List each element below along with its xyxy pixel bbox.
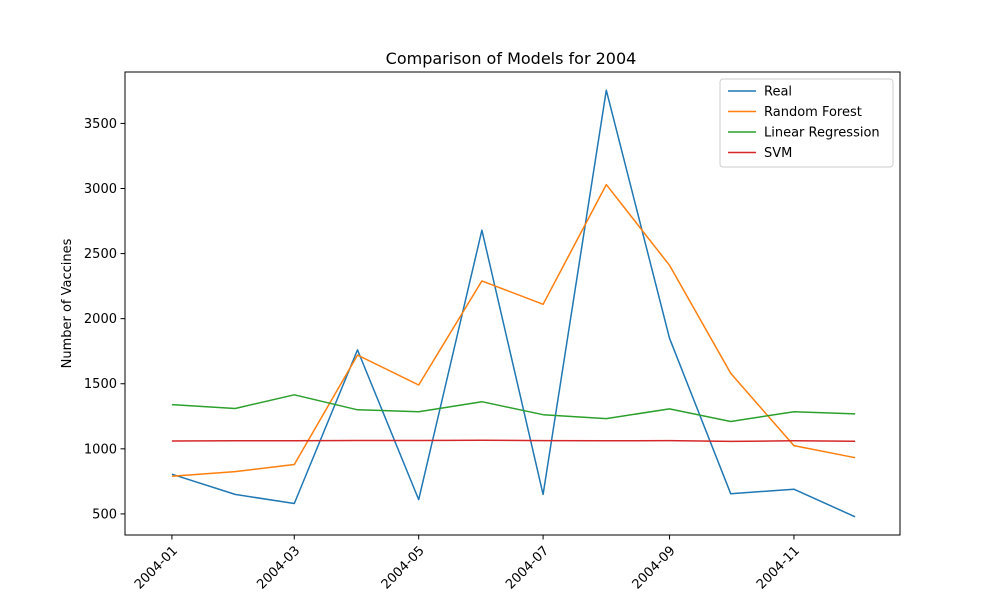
legend-label: Random Forest bbox=[764, 105, 862, 120]
y-tick-label: 2500 bbox=[84, 247, 117, 262]
y-tick-label: 1500 bbox=[84, 377, 117, 392]
legend: Real Random Forest Linear Regression SVM bbox=[719, 78, 894, 168]
series-line-linear-regression bbox=[171, 394, 856, 423]
chart-title: Comparison of Models for 2004 bbox=[386, 49, 637, 68]
y-tick-label: 3000 bbox=[84, 182, 117, 197]
legend-box bbox=[719, 78, 894, 168]
series-line-svm bbox=[171, 439, 856, 443]
series-line-real bbox=[171, 89, 856, 518]
legend-label: SVM bbox=[764, 146, 792, 161]
plot-frame bbox=[124, 71, 901, 536]
y-tick-label: 3500 bbox=[84, 117, 117, 132]
y-tick-label: 1000 bbox=[84, 442, 117, 457]
y-tick-label: 2000 bbox=[84, 312, 117, 327]
series-line-random-forest bbox=[171, 183, 856, 477]
y-tick-label: 500 bbox=[92, 507, 117, 522]
y-axis: 500 1000 1500 2000 2500 3000 3500 bbox=[84, 117, 125, 522]
legend-label: Linear Regression bbox=[764, 126, 880, 141]
plot-lines bbox=[171, 89, 856, 518]
legend-label: Real bbox=[764, 85, 792, 100]
y-axis-label: Number of Vaccines bbox=[60, 238, 75, 368]
